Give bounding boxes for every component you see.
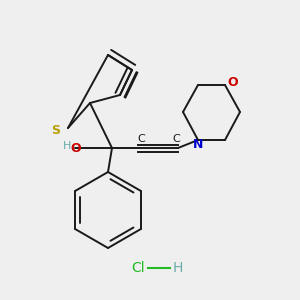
Text: H: H xyxy=(173,261,183,275)
Text: O: O xyxy=(71,142,81,155)
Text: S: S xyxy=(52,124,61,137)
Text: O: O xyxy=(228,76,238,89)
Text: N: N xyxy=(193,139,203,152)
Text: C: C xyxy=(137,134,145,144)
Text: Cl: Cl xyxy=(131,261,145,275)
Text: C: C xyxy=(172,134,180,144)
Text: H: H xyxy=(63,141,71,151)
